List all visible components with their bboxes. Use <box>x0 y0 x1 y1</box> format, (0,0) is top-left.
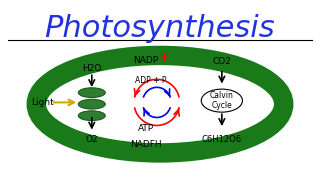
Text: Calvin
Cycle: Calvin Cycle <box>210 91 234 110</box>
Text: NADP: NADP <box>133 56 158 65</box>
Text: +: + <box>159 51 169 64</box>
Text: Photosynthesis: Photosynthesis <box>45 14 275 43</box>
Text: Light: Light <box>31 98 54 107</box>
Text: ADP + P: ADP + P <box>135 76 167 85</box>
Text: O2: O2 <box>85 135 98 144</box>
Text: CO2: CO2 <box>212 57 231 66</box>
Text: C6H12O6: C6H12O6 <box>202 135 242 144</box>
Text: ATP: ATP <box>138 124 154 133</box>
Ellipse shape <box>78 88 105 98</box>
Ellipse shape <box>36 55 284 153</box>
Text: NADFH: NADFH <box>130 140 162 148</box>
Ellipse shape <box>78 111 105 121</box>
Circle shape <box>201 89 243 112</box>
Text: H2O: H2O <box>82 64 101 73</box>
Ellipse shape <box>78 99 105 109</box>
